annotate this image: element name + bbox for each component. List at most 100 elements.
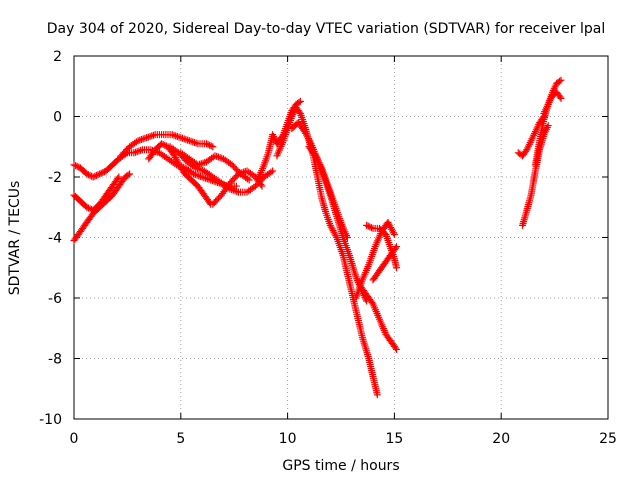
data-point [83, 203, 91, 211]
series-arc-7 [166, 143, 277, 196]
data-point [96, 170, 104, 178]
data-point [83, 170, 91, 178]
data-point [231, 187, 239, 195]
data-point [393, 345, 401, 353]
data-point [204, 140, 212, 148]
data-point [148, 132, 156, 140]
y-axis-label: SDTVAR / TECUs [7, 181, 23, 296]
data-point [187, 137, 195, 145]
data-point [137, 135, 145, 143]
data-markers [70, 76, 565, 399]
data-point [180, 135, 188, 143]
y-tick-label: 2 [53, 49, 62, 65]
data-point [99, 168, 107, 176]
data-point [97, 169, 105, 177]
y-tick-label: -2 [48, 170, 62, 186]
series-arc-6 [145, 140, 215, 208]
data-point [196, 172, 204, 180]
data-point [236, 169, 244, 177]
data-point [332, 232, 340, 240]
data-point [139, 135, 147, 143]
series-arc-9 [209, 167, 266, 208]
data-point [130, 149, 138, 157]
data-point [202, 174, 210, 182]
data-point [192, 139, 200, 147]
x-tick-label: 20 [492, 431, 510, 447]
data-point [267, 168, 275, 176]
data-point [196, 160, 204, 168]
data-point [295, 108, 303, 116]
series-arc-12 [288, 119, 371, 305]
data-point [136, 136, 144, 144]
data-point [390, 230, 398, 238]
data-point [234, 170, 242, 178]
data-point [89, 173, 97, 181]
data-point [91, 172, 99, 180]
data-point [134, 137, 142, 145]
x-tick-label: 15 [385, 431, 403, 447]
data-point [73, 162, 81, 170]
data-point [190, 170, 198, 178]
data-point [557, 94, 565, 102]
data-point [389, 229, 397, 237]
series-arc-11 [273, 103, 381, 399]
data-point [366, 223, 374, 231]
data-point [197, 166, 205, 174]
data-point [241, 168, 249, 176]
data-point [295, 98, 303, 106]
y-tick-label: 0 [53, 110, 62, 126]
data-point [179, 134, 187, 142]
data-point [177, 134, 185, 142]
data-point [229, 186, 237, 194]
data-point [556, 93, 564, 101]
data-point [158, 140, 166, 148]
series-arc-2 [70, 170, 134, 245]
data-point [367, 224, 375, 232]
data-point [213, 152, 221, 160]
data-point [195, 172, 203, 180]
y-tick-label: -4 [48, 231, 62, 247]
data-point [185, 137, 193, 145]
data-point [206, 141, 214, 149]
data-point [214, 153, 222, 161]
data-point [245, 176, 253, 184]
data-point [191, 171, 199, 179]
x-tick-label: 25 [599, 431, 617, 447]
data-point [175, 133, 183, 141]
data-point [243, 175, 251, 183]
series-arc-4 [117, 131, 217, 160]
data-point [269, 167, 277, 175]
data-point [133, 148, 141, 156]
series-arc-15 [356, 282, 401, 353]
y-tick-label: -8 [48, 352, 62, 368]
data-point [182, 135, 190, 143]
data-point [92, 171, 100, 179]
data-point [393, 243, 401, 251]
data-point [70, 161, 78, 169]
y-tick-label: -10 [39, 412, 62, 428]
data-point [184, 136, 192, 144]
data-point [94, 171, 102, 179]
data-point [556, 77, 564, 85]
data-point [137, 146, 145, 154]
data-point [233, 188, 241, 196]
data-point [258, 182, 266, 190]
data-point [238, 169, 246, 177]
data-point [363, 221, 371, 229]
data-point [557, 76, 565, 84]
data-point [72, 162, 80, 170]
x-axis-label: GPS time / hours [282, 458, 399, 474]
data-point [126, 170, 134, 178]
y-tick-label: -6 [48, 291, 62, 307]
data-point [200, 174, 208, 182]
data-point [391, 244, 399, 252]
data-point [194, 161, 202, 169]
data-point [159, 140, 167, 148]
data-point [216, 154, 224, 162]
data-point [114, 175, 122, 183]
data-point [202, 140, 210, 148]
data-point [144, 133, 152, 141]
data-point [391, 344, 399, 352]
data-point [257, 181, 265, 189]
data-point [173, 132, 181, 140]
